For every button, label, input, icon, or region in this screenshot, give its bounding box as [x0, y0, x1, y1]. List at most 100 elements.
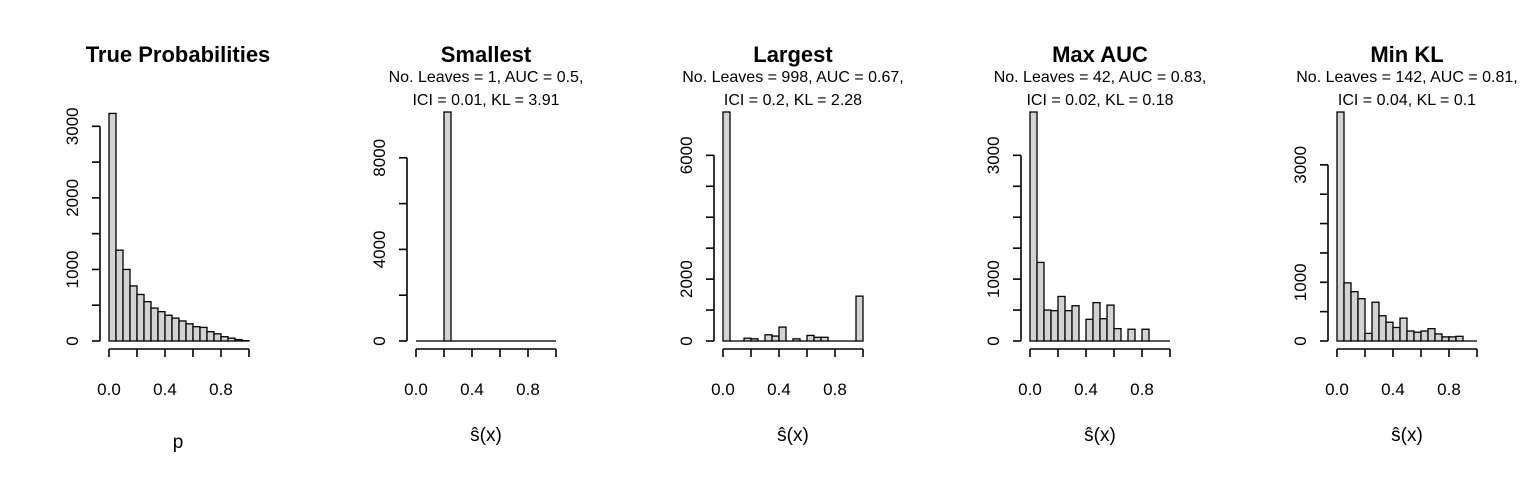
- x-tick-label: 0.4: [1381, 380, 1405, 399]
- histogram-bar: [213, 333, 222, 342]
- histogram-bar: [1371, 301, 1380, 342]
- y-tick-label: 3000: [63, 107, 82, 145]
- panel-subtitle-line: ICI = 0.01, KL = 3.91: [412, 92, 559, 109]
- histogram-bar: [1071, 305, 1080, 342]
- histogram-bar: [136, 293, 145, 342]
- panel-2: Smallest No. Leaves = 1, AUC = 0.5, ICI = …: [370, 42, 583, 446]
- histogram-bar: [164, 314, 173, 342]
- y-tick-label: 0: [370, 336, 389, 345]
- x-axis-label: ŝ(x): [777, 425, 809, 446]
- x-tick-label: 0.0: [1325, 380, 1349, 399]
- histogram-bar: [185, 323, 194, 342]
- panel-subtitle-line: No. Leaves = 142, AUC = 0.81,: [1296, 69, 1517, 86]
- histogram-bar: [1092, 301, 1101, 342]
- histogram-bar: [722, 111, 731, 342]
- y-tick-label: 1000: [63, 251, 82, 289]
- y-tick-label: 4000: [370, 230, 389, 268]
- histogram-bar: [1057, 295, 1066, 342]
- x-axis-label: ŝ(x): [1084, 425, 1116, 446]
- histogram-bar: [1357, 298, 1366, 342]
- y-tick-label: 1000: [984, 260, 1003, 298]
- x-tick-label: 0.8: [209, 380, 233, 399]
- y-tick-label: 2000: [63, 179, 82, 217]
- histogram-bar: [1427, 328, 1436, 342]
- panel-3: Largest No. Leaves = 998, AUC = 0.67, ICI …: [677, 42, 904, 446]
- histogram-bar: [220, 336, 229, 342]
- y-tick-label: 0: [1291, 336, 1310, 345]
- histogram-bar: [771, 335, 780, 342]
- x-tick-label: 0.0: [97, 380, 121, 399]
- histogram-bar: [792, 338, 801, 342]
- histogram-bar: [227, 337, 236, 342]
- panel-1: True Probabilities 0.0 0.4 0.8 0 1000 2000 3000…: [63, 42, 270, 453]
- histogram-bar: [820, 336, 829, 342]
- histogram-bar: [1029, 111, 1038, 342]
- histogram-bar: [192, 326, 201, 342]
- panel-title: Min KL: [1370, 42, 1443, 67]
- histogram-bar: [1385, 321, 1394, 342]
- histogram-bar: [1336, 111, 1345, 342]
- x-axis-label: ŝ(x): [1391, 425, 1423, 446]
- histogram-bar: [1420, 330, 1429, 342]
- panel-subtitle-line: No. Leaves = 42, AUC = 0.83,: [994, 69, 1207, 86]
- panel-4: Max AUC No. Leaves = 42, AUC = 0.83, ICI =…: [984, 42, 1206, 446]
- panel-title: Max AUC: [1052, 42, 1148, 67]
- histogram-bar: [171, 317, 180, 342]
- x-tick-label: 0.0: [711, 380, 735, 399]
- panel-title: Smallest: [441, 42, 532, 67]
- histogram-bar: [778, 326, 787, 342]
- histogram-bar: [743, 337, 752, 342]
- panel-title: Largest: [753, 42, 833, 67]
- x-tick-label: 0.8: [1437, 380, 1461, 399]
- x-tick-label: 0.8: [823, 380, 847, 399]
- histogram-bar: [150, 307, 159, 342]
- y-tick-label: 3000: [1291, 146, 1310, 184]
- histogram-bar: [855, 295, 864, 342]
- y-tick-label: 2000: [677, 260, 696, 298]
- histogram-bar: [1141, 328, 1150, 342]
- histogram-bar: [1085, 318, 1094, 342]
- histogram-bar: [1399, 317, 1408, 342]
- histogram-bar: [157, 311, 166, 342]
- y-tick-label: 1000: [1291, 263, 1310, 301]
- panel-subtitle-line: No. Leaves = 1, AUC = 0.5,: [389, 69, 584, 86]
- histogram-bar: [1441, 336, 1450, 342]
- histogram-bar: [1106, 304, 1115, 342]
- histogram-bar: [1413, 331, 1422, 342]
- histogram-bar: [1406, 330, 1415, 342]
- histogram-bar: [1050, 310, 1059, 342]
- histogram-bar: [1448, 336, 1457, 342]
- panel-5: Min KL No. Leaves = 142, AUC = 0.81, ICI =…: [1291, 42, 1518, 446]
- histogram-bar: [1036, 261, 1045, 342]
- x-axis-label: ŝ(x): [470, 425, 502, 446]
- x-tick-label: 0.0: [404, 380, 428, 399]
- panel-subtitle-line: ICI = 0.02, KL = 0.18: [1026, 92, 1173, 109]
- histogram-bar: [143, 300, 152, 342]
- y-tick-label: 0: [677, 336, 696, 345]
- y-tick-label: 8000: [370, 139, 389, 177]
- histogram-bar: [1392, 326, 1401, 342]
- y-tick-label: 0: [984, 336, 1003, 345]
- histogram-bar: [206, 331, 215, 342]
- panel-subtitle-line: No. Leaves = 998, AUC = 0.67,: [682, 69, 903, 86]
- x-axis-label: p: [173, 432, 184, 453]
- histogram-bar: [129, 285, 138, 342]
- y-tick-label: 0: [63, 336, 82, 345]
- histogram-bar: [1378, 315, 1387, 342]
- histogram-bar: [764, 334, 773, 342]
- histogram-bar: [806, 334, 815, 342]
- x-tick-label: 0.8: [516, 380, 540, 399]
- histogram-bar: [1099, 318, 1108, 342]
- histogram-bar: [813, 336, 822, 342]
- histogram-bar: [750, 338, 759, 342]
- histogram-bar: [1364, 332, 1373, 342]
- histogram-bar: [1113, 327, 1122, 342]
- x-tick-label: 0.4: [153, 380, 177, 399]
- histogram-bar: [234, 338, 243, 342]
- histogram-bar: [1350, 291, 1359, 342]
- x-tick-label: 0.4: [1074, 380, 1098, 399]
- x-tick-label: 0.4: [767, 380, 791, 399]
- y-tick-label: 6000: [677, 136, 696, 174]
- histogram-bar: [1127, 328, 1136, 342]
